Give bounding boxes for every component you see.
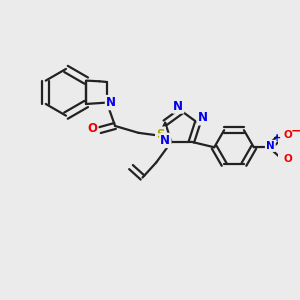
Text: O: O <box>284 154 292 164</box>
Text: N: N <box>198 111 208 124</box>
Text: +: + <box>273 133 281 143</box>
Text: O: O <box>284 130 292 140</box>
Text: S: S <box>156 128 165 141</box>
Text: −: − <box>290 125 300 138</box>
Text: O: O <box>87 122 97 135</box>
Text: N: N <box>160 134 170 147</box>
Text: N: N <box>173 100 183 112</box>
Text: N: N <box>106 96 116 109</box>
Text: N: N <box>266 141 275 151</box>
